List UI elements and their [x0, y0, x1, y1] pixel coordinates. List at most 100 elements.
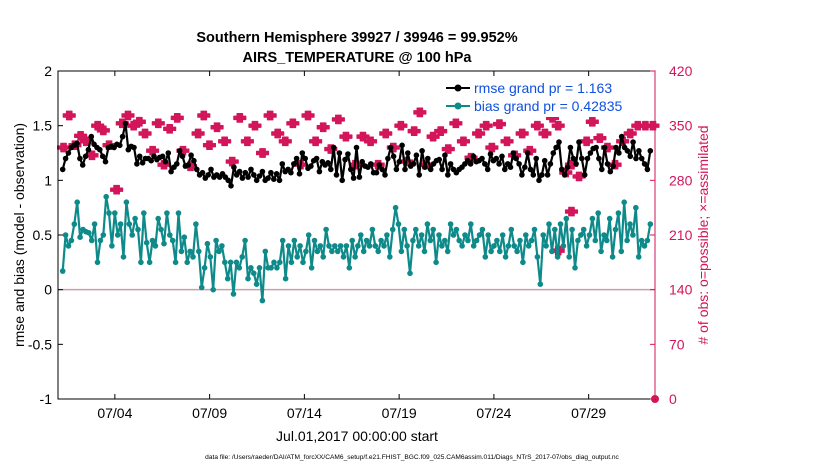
rmse-series-point	[530, 172, 537, 178]
rmse-series-point	[593, 144, 599, 151]
rmse-series-point	[416, 172, 423, 178]
bias-series-point	[520, 259, 526, 266]
x-tick-label: 07/19	[382, 405, 417, 421]
bias-series-point	[439, 243, 445, 249]
bias-series-point	[271, 259, 277, 266]
rmse-series-point	[445, 172, 451, 178]
data-file-footnote: data file: /Users/raeder/DAI/ATM_forcXX/…	[205, 454, 619, 461]
obs-marker	[197, 110, 211, 121]
obs-marker	[407, 126, 421, 136]
bias-series-point	[112, 210, 118, 216]
obs-marker	[593, 133, 607, 144]
bias-series-point	[554, 254, 561, 260]
rmse-series-point	[510, 150, 517, 156]
obs-marker	[551, 120, 565, 131]
bias-series-point	[141, 210, 147, 216]
rmse-series-point	[647, 148, 654, 154]
bias-series-point	[473, 237, 480, 244]
rmse-series-point	[316, 168, 323, 175]
rmse-series-point	[570, 155, 577, 162]
rmse-series-point	[607, 168, 614, 175]
obs-marker	[426, 131, 440, 142]
bias-series-point	[635, 254, 642, 260]
bias-series-point	[172, 259, 179, 266]
y2-tick-label: 210	[669, 227, 693, 243]
bias-series-point	[291, 237, 298, 244]
bias-series-point	[398, 248, 405, 255]
bias-series-point	[337, 243, 344, 249]
rmse-series-point	[279, 161, 286, 167]
legend-rmse-label: rmse grand pr = 1.163	[474, 80, 612, 96]
rmse-series-point	[613, 144, 619, 151]
bias-series-point	[262, 248, 269, 255]
bias-series-point	[343, 243, 350, 249]
bias-series-point	[508, 226, 515, 233]
rmse-series-point	[288, 169, 294, 176]
bias-series-point	[505, 243, 512, 249]
rmse-series-point	[239, 175, 246, 181]
rmse-series-point	[550, 150, 557, 156]
bias-series-point	[606, 215, 613, 222]
bias-series-point	[580, 226, 587, 233]
bias-series-point	[378, 237, 384, 244]
bias-series-point	[86, 230, 92, 236]
rmse-series-point	[77, 155, 83, 162]
obs-marker	[449, 118, 463, 129]
rmse-series-point	[299, 150, 306, 156]
rmse-series-point	[385, 155, 391, 162]
bias-series-point	[314, 248, 321, 255]
bias-series-point	[644, 237, 651, 244]
bias-series-point	[198, 284, 205, 291]
rmse-series-point	[482, 161, 488, 167]
y-tick-label: -0.5	[28, 336, 52, 352]
bias-series-point	[358, 232, 364, 238]
bias-series-point	[514, 248, 520, 255]
bias-series-point	[569, 226, 575, 233]
rmse-series-point	[479, 155, 485, 162]
obs-marker	[96, 125, 110, 136]
bias-series-point	[479, 226, 486, 233]
bias-series-point	[641, 243, 648, 249]
y2-axis-ticks: 0 70 140 210 280 350 420	[650, 63, 693, 407]
obs-marker	[564, 206, 579, 217]
bias-series-point	[430, 226, 437, 233]
bias-series-point	[294, 254, 301, 260]
obs-marker	[538, 128, 552, 139]
obs-marker	[240, 136, 254, 147]
obs-marker	[479, 120, 493, 131]
rmse-series-point	[556, 139, 562, 145]
x-tick-label: 07/14	[287, 405, 322, 421]
bias-series-point	[91, 221, 98, 227]
obs-marker	[225, 156, 239, 167]
bias-series-point	[404, 243, 410, 249]
bias-series-point	[71, 221, 78, 227]
rmse-series-point	[62, 155, 69, 162]
rmse-series-point	[345, 151, 351, 157]
bias-series-point	[311, 237, 318, 244]
bias-series-point	[143, 239, 150, 246]
bias-series-point	[575, 237, 581, 244]
bias-series-point	[563, 215, 570, 222]
bias-series-point	[152, 243, 159, 249]
bias-series-point	[332, 243, 338, 249]
bias-series-point	[242, 237, 248, 244]
bias-series-point	[482, 254, 489, 260]
bias-series-point	[149, 237, 156, 244]
bias-series-point	[230, 291, 237, 297]
bias-series-point	[638, 237, 645, 244]
bias-series-point	[552, 226, 558, 233]
rmse-series-point	[533, 155, 539, 162]
bias-series-point	[413, 226, 419, 233]
rmse-series-point	[165, 150, 172, 156]
obs-marker	[485, 142, 499, 153]
bias-series-point	[375, 248, 382, 255]
rmse-series-point	[236, 168, 243, 175]
bias-series-point	[442, 237, 448, 244]
rmse-series-point	[536, 177, 542, 184]
bias-series-point	[410, 237, 416, 244]
rmse-series-point	[541, 157, 548, 164]
y-tick-label: 0.5	[33, 227, 53, 243]
rmse-series-point	[379, 166, 386, 173]
rmse-series-point	[493, 155, 500, 162]
bias-series-point	[164, 210, 170, 216]
